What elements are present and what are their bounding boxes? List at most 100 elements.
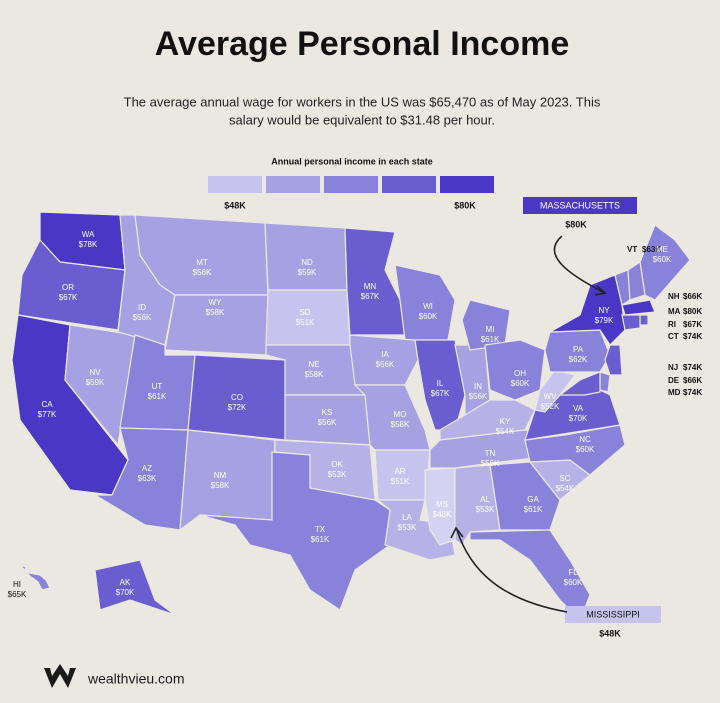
state-value: $58K bbox=[211, 481, 230, 490]
subtitle: salary would be equivalent to $31.48 per… bbox=[229, 112, 495, 127]
state-abbr: HI bbox=[13, 580, 21, 589]
state-value: $70K bbox=[116, 588, 135, 597]
state-abbr: NE bbox=[308, 360, 319, 369]
state-value: $67K bbox=[431, 389, 450, 398]
state-value: $72K bbox=[228, 403, 247, 412]
state-value: $48K bbox=[433, 510, 452, 519]
state-value: $70K bbox=[569, 414, 588, 423]
state-value: $53K bbox=[328, 470, 347, 479]
state bbox=[599, 371, 611, 393]
state-value: $53K bbox=[398, 523, 417, 532]
state bbox=[524, 424, 626, 476]
state-abbr: CO bbox=[231, 393, 243, 402]
state-abbr: VA bbox=[573, 404, 584, 413]
state-value: $79K bbox=[595, 316, 614, 325]
legend-high: $80K bbox=[454, 200, 476, 210]
state-value: $54K bbox=[556, 484, 575, 493]
state-value: $56K bbox=[376, 360, 395, 369]
state-value: $63K bbox=[642, 245, 661, 254]
state-abbr: AL bbox=[480, 495, 490, 504]
state-abbr: NY bbox=[598, 306, 610, 315]
state bbox=[64, 324, 136, 447]
subtitle: The average annual wage for workers in t… bbox=[124, 94, 601, 109]
state-value: $61K bbox=[148, 392, 167, 401]
state-abbr: AK bbox=[120, 578, 131, 587]
state bbox=[199, 451, 391, 611]
state-value: $77K bbox=[38, 410, 57, 419]
state-value: $52K bbox=[541, 402, 560, 411]
state-abbr: ME bbox=[656, 245, 668, 254]
state-abbr: TN bbox=[485, 449, 496, 458]
state-value: $62K bbox=[569, 355, 588, 364]
state-abbr: KY bbox=[500, 417, 511, 426]
state-abbr: VT bbox=[627, 245, 637, 254]
state-abbr: GA bbox=[527, 495, 539, 504]
state-value: $60K bbox=[653, 255, 672, 264]
callout-box bbox=[523, 197, 637, 214]
state-abbr: RI bbox=[668, 320, 676, 329]
logo-mark bbox=[44, 664, 76, 688]
state bbox=[604, 344, 623, 376]
state-abbr: OK bbox=[331, 460, 343, 469]
callout-arrow bbox=[553, 235, 604, 293]
state-value: $60K bbox=[576, 445, 595, 454]
state-value: $56K bbox=[469, 392, 488, 401]
state-abbr: KS bbox=[322, 408, 333, 417]
state-value: $65K bbox=[8, 590, 27, 599]
state-abbr: MD bbox=[668, 388, 681, 397]
state-abbr: WI bbox=[423, 302, 433, 311]
map bbox=[11, 211, 691, 622]
state bbox=[179, 429, 276, 532]
state-abbr: MO bbox=[394, 410, 407, 419]
callout-box bbox=[565, 606, 661, 623]
callout-value: $80K bbox=[565, 219, 587, 229]
state-value: $66K bbox=[683, 376, 702, 385]
state bbox=[621, 299, 656, 316]
state-value: $56K bbox=[133, 313, 152, 322]
state-value: $74K bbox=[683, 332, 702, 341]
legend-swatch bbox=[440, 176, 494, 193]
callout-value: $48K bbox=[599, 628, 621, 638]
state-abbr: MN bbox=[364, 282, 377, 291]
legend-low: $48K bbox=[224, 200, 246, 210]
state-value: $78K bbox=[79, 240, 98, 249]
state-abbr: ND bbox=[301, 258, 313, 267]
legend-swatch bbox=[382, 176, 436, 193]
state-value: $60K bbox=[419, 312, 438, 321]
state-value: $61K bbox=[311, 535, 330, 544]
state-value: $66K bbox=[683, 292, 702, 301]
state-abbr: IL bbox=[437, 379, 444, 388]
state-abbr: PA bbox=[573, 345, 584, 354]
state-abbr: NV bbox=[89, 368, 101, 377]
state-abbr: NC bbox=[579, 435, 591, 444]
state-abbr: CA bbox=[41, 400, 53, 409]
state-value: $80K bbox=[683, 307, 702, 316]
state-value: $56K bbox=[193, 268, 212, 277]
state-value: $61K bbox=[481, 335, 500, 344]
state bbox=[264, 222, 348, 291]
state bbox=[639, 314, 649, 326]
state-value: $59K bbox=[298, 268, 317, 277]
legend-title: Annual personal income in each state bbox=[271, 156, 433, 166]
state-abbr: FL bbox=[568, 568, 578, 577]
state bbox=[627, 260, 646, 301]
state-abbr: NM bbox=[214, 471, 227, 480]
state-value: $56K bbox=[481, 459, 500, 468]
state-abbr: TX bbox=[315, 525, 326, 534]
state-abbr: WY bbox=[209, 298, 223, 307]
state-value: $58K bbox=[305, 370, 324, 379]
state bbox=[94, 559, 176, 616]
state-value: $58K bbox=[391, 420, 410, 429]
brand: wealthvieu.com bbox=[87, 671, 185, 687]
state-abbr: MA bbox=[668, 307, 681, 316]
state-value: $54K bbox=[496, 427, 515, 436]
state-value: $63K bbox=[138, 474, 157, 483]
state-abbr: MT bbox=[196, 258, 208, 267]
state-value: $60K bbox=[511, 379, 530, 388]
state bbox=[489, 461, 561, 531]
state-abbr: OR bbox=[62, 283, 74, 292]
state-abbr: NH bbox=[668, 292, 680, 301]
state-value: $58K bbox=[206, 308, 225, 317]
state-abbr: LA bbox=[402, 513, 412, 522]
